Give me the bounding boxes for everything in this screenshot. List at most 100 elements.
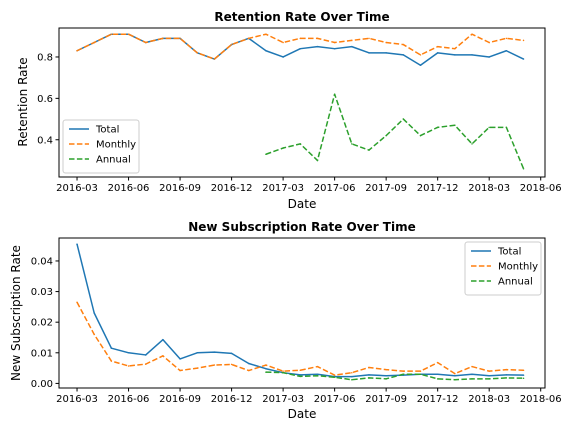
data-point-monthly: [351, 39, 353, 42]
data-point-monthly: [351, 371, 353, 374]
data-point-total: [93, 312, 95, 314]
data-point-monthly: [110, 33, 113, 35]
data-point-total: [316, 373, 319, 375]
data-point-monthly: [76, 301, 78, 304]
data-point-total: [351, 45, 353, 48]
x-axis-label: Date: [288, 407, 317, 421]
data-point-monthly: [196, 52, 198, 54]
x-axis: 2016-03 2016-06 2016-09 2016-12 2017-03 2017-…: [56, 388, 562, 405]
series-line-total: [76, 243, 524, 378]
legend: Total Monthly Annual: [464, 241, 542, 296]
x-tick-label: 2017-06: [314, 394, 356, 405]
data-point-monthly: [282, 41, 284, 44]
data-point-total: [436, 52, 439, 54]
data-point-monthly: [368, 366, 370, 369]
data-point-monthly: [248, 369, 250, 372]
x-tick-label: 2017-09: [365, 394, 407, 405]
data-point-total: [368, 374, 370, 376]
data-point-annual: [265, 153, 267, 155]
data-point-monthly: [333, 41, 336, 44]
series-line-monthly: [76, 301, 524, 376]
data-point-monthly: [213, 58, 216, 60]
data-point-monthly: [282, 370, 284, 372]
data-point-annual: [316, 375, 319, 377]
x-tick-label: 2016-12: [211, 394, 253, 405]
data-point-total: [265, 50, 267, 52]
x-tick-label: 2018-06: [520, 183, 562, 194]
data-point-monthly: [471, 365, 473, 368]
data-point-monthly: [93, 41, 95, 44]
data-point-monthly: [385, 41, 387, 44]
data-point-monthly: [93, 333, 95, 336]
data-point-annual: [505, 377, 508, 379]
data-point-total: [282, 56, 284, 58]
data-point-total: [471, 373, 473, 375]
legend-label: Monthly: [96, 140, 136, 151]
y-tick-label: 0.6: [37, 94, 53, 105]
x-tick-label: 2017-06: [314, 183, 356, 194]
data-point-monthly: [368, 37, 370, 40]
y-tick-label: 0.4: [37, 135, 53, 146]
data-point-annual: [385, 378, 387, 380]
data-point-monthly: [454, 47, 456, 50]
data-point-annual: [351, 378, 353, 381]
data-point-total: [76, 243, 78, 245]
data-point-monthly: [471, 33, 473, 35]
plot-frame: [58, 237, 546, 389]
data-point-monthly: [196, 367, 198, 369]
y-tick-label: 0.04: [31, 256, 53, 267]
series-layer: [76, 243, 525, 381]
data-point-total: [454, 375, 456, 377]
data-point-monthly: [522, 39, 525, 42]
data-point-monthly: [162, 355, 164, 357]
x-axis-label: Date: [288, 197, 317, 211]
data-point-annual: [333, 93, 336, 95]
legend-label: Annual: [96, 155, 131, 166]
data-point-total: [488, 375, 490, 377]
data-point-annual: [488, 126, 490, 129]
data-point-monthly: [402, 43, 405, 46]
plot-frame: [58, 27, 546, 178]
legend-label: Total: [95, 125, 119, 136]
data-point-monthly: [230, 43, 233, 46]
x-tick-label: 2017-12: [417, 183, 459, 194]
y-axis: 0.4 0.6 0.8: [37, 52, 59, 146]
data-point-total: [436, 373, 439, 375]
data-point-total: [419, 64, 422, 66]
data-point-total: [316, 45, 319, 48]
data-point-monthly: [265, 364, 267, 366]
data-point-annual: [436, 126, 439, 129]
x-tick-label: 2016-03: [56, 394, 98, 405]
data-point-annual: [436, 378, 439, 380]
y-tick-label: 0.01: [31, 348, 53, 359]
data-point-monthly: [316, 365, 319, 368]
data-point-total: [368, 52, 370, 54]
x-tick-label: 2017-03: [262, 394, 304, 405]
data-point-monthly: [179, 37, 181, 40]
series-line-annual: [265, 93, 525, 170]
data-point-monthly: [127, 365, 130, 367]
data-point-total: [488, 56, 490, 58]
y-axis: 0.00 0.01 0.02 0.03 0.04: [31, 256, 59, 390]
data-point-total: [162, 338, 164, 341]
data-point-monthly: [505, 368, 508, 371]
data-point-total: [402, 54, 405, 56]
x-tick-label: 2016-06: [108, 394, 150, 405]
data-point-total: [505, 374, 508, 376]
new-subscription-rate-chart: New Subscription Rate Over Time 2016-03 2…: [9, 220, 562, 421]
legend-label: Annual: [498, 277, 533, 288]
data-point-total: [351, 375, 353, 378]
data-point-total: [213, 351, 216, 353]
legend: Total Monthly Annual: [62, 119, 140, 174]
data-point-total: [522, 58, 525, 60]
x-tick-label: 2016-06: [108, 183, 150, 194]
data-point-annual: [282, 147, 284, 149]
data-point-monthly: [299, 369, 302, 371]
x-tick-label: 2017-03: [262, 183, 304, 194]
data-point-total: [299, 374, 302, 376]
data-point-monthly: [299, 37, 302, 40]
data-point-monthly: [488, 41, 490, 44]
y-axis-label: Retention Rate: [16, 57, 30, 146]
data-point-monthly: [265, 33, 267, 35]
